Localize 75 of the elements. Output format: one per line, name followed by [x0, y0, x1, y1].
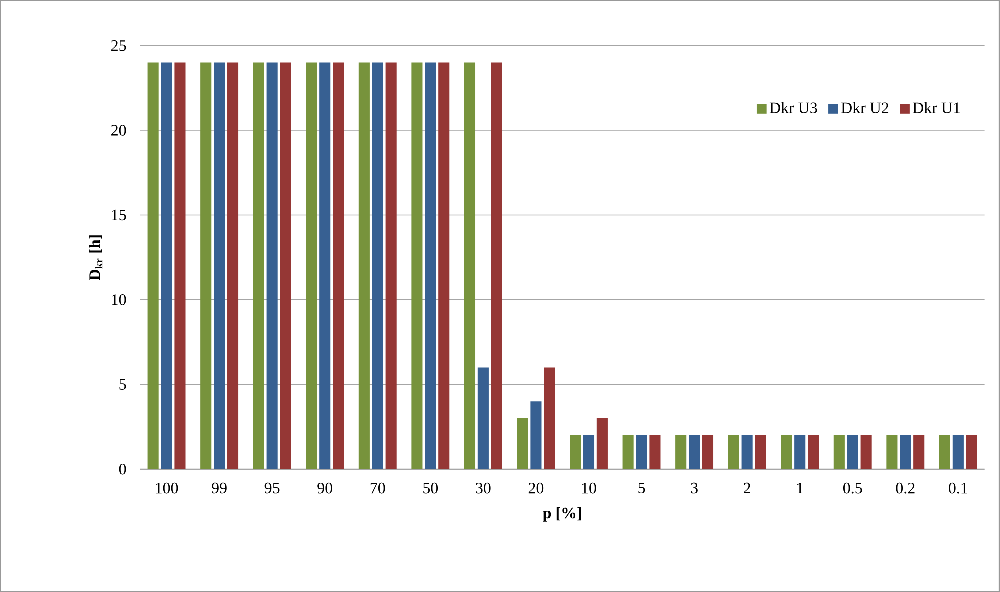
- x-tick-label: 90: [318, 482, 332, 494]
- x-tick-label: 95: [264, 482, 280, 494]
- bar: [333, 62, 344, 470]
- x-tick-label: 0.1: [949, 482, 968, 494]
- bar: [728, 435, 740, 470]
- bar: [914, 435, 925, 470]
- bar: [200, 62, 212, 470]
- bar: [517, 418, 528, 470]
- bar: [253, 62, 264, 470]
- bar: [530, 401, 542, 470]
- x-tick-label: 20: [528, 482, 544, 494]
- x-tick-label: 2: [744, 482, 750, 494]
- legend-label: Dkr U2: [842, 102, 889, 114]
- y-tick-label: 0: [119, 464, 126, 475]
- bar: [425, 62, 436, 470]
- bar: [306, 62, 318, 470]
- bar: [464, 62, 476, 470]
- bar: [702, 435, 714, 470]
- bar: [174, 62, 186, 470]
- bar: [280, 62, 292, 470]
- x-tick-label: 10: [582, 482, 596, 494]
- x-tick-label: 0.2: [896, 482, 915, 494]
- bar: [372, 62, 384, 470]
- y-tick-label: 10: [112, 294, 126, 306]
- bar: [939, 435, 950, 470]
- bar: [438, 62, 450, 470]
- bar: [412, 62, 423, 470]
- bar: [161, 62, 172, 470]
- x-tick-label: 0.5: [843, 482, 862, 494]
- bar: [148, 62, 159, 470]
- bar: [742, 435, 753, 470]
- bar: [320, 62, 331, 470]
- bar: [900, 435, 912, 470]
- bar: [794, 435, 806, 470]
- bar: [386, 62, 397, 470]
- bar: [622, 435, 634, 470]
- bar: [755, 435, 766, 470]
- bar: [808, 435, 820, 470]
- bar: [847, 435, 858, 470]
- bar: [544, 368, 556, 470]
- x-tick-label: 100: [156, 482, 178, 494]
- legend-label: Dkr U3: [770, 102, 818, 114]
- bar: [886, 435, 898, 470]
- x-tick-label: 3: [691, 482, 698, 494]
- legend-label: Dkr U1: [913, 102, 960, 114]
- x-axis-title: p [%]: [543, 507, 582, 522]
- y-tick-label: 20: [112, 124, 126, 136]
- bar: [596, 418, 608, 470]
- bar: [834, 435, 845, 470]
- x-tick-label: 1: [798, 482, 804, 494]
- bar: [689, 435, 700, 470]
- bar: [266, 62, 278, 470]
- x-tick-label: 99: [212, 482, 227, 494]
- bar: [952, 435, 964, 470]
- bar: [860, 435, 872, 470]
- y-tick-label: 25: [112, 40, 126, 51]
- x-tick-label: 30: [476, 482, 491, 494]
- y-tick-label: 15: [112, 210, 126, 220]
- bar: [781, 435, 792, 470]
- bar: [966, 435, 978, 470]
- bar: [570, 435, 582, 470]
- y-axis-title: D$_{kr}$ [h]: [89, 235, 103, 280]
- bar: [478, 368, 489, 470]
- bar: [676, 435, 687, 470]
- x-tick-label: 50: [424, 482, 438, 494]
- x-tick-label: 5: [638, 482, 646, 494]
- bar: [583, 435, 595, 470]
- bar: [491, 62, 502, 470]
- bar: [358, 62, 370, 470]
- bar: [227, 62, 239, 470]
- bar: [650, 435, 661, 470]
- x-tick-label: 70: [370, 482, 386, 494]
- bar: [636, 435, 648, 470]
- y-tick-label: 5: [120, 379, 126, 390]
- bar: [214, 62, 226, 470]
